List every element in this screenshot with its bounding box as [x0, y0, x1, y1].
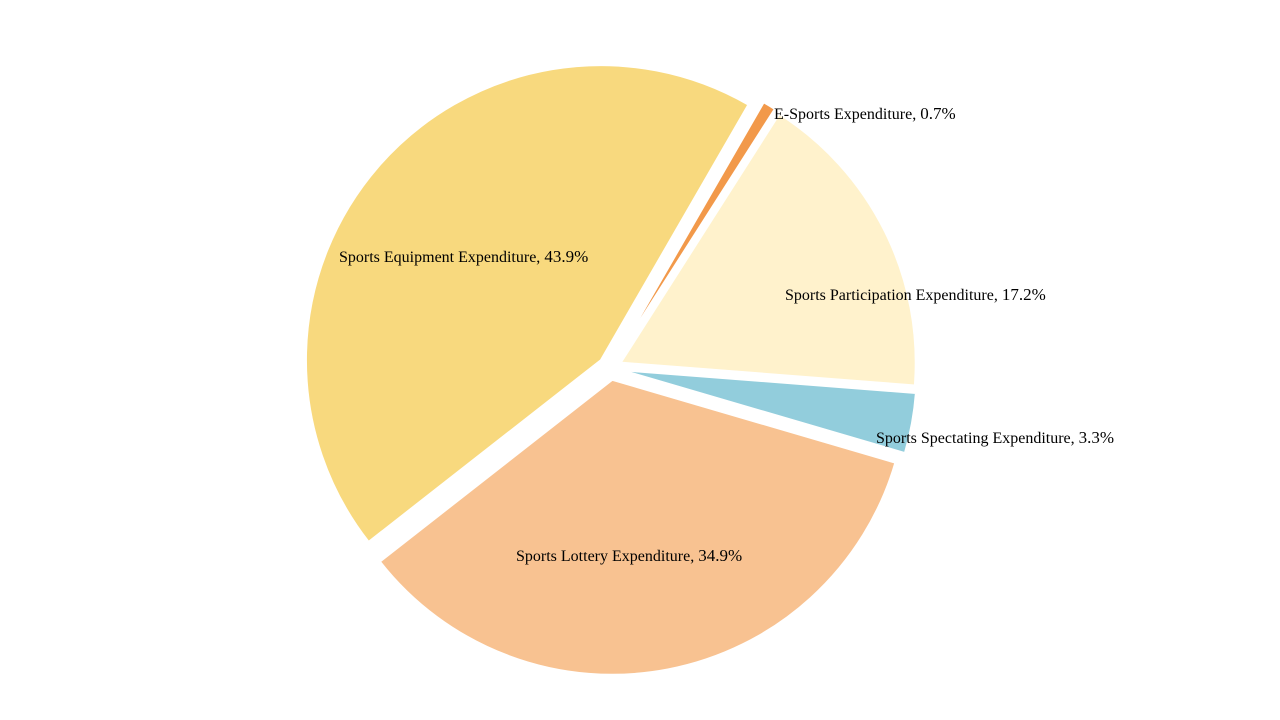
data-label-name: Sports Lottery Expenditure,: [516, 548, 698, 565]
pie-slice-sports-spectating-expenditure: [621, 369, 917, 455]
data-label-value: 3.3%: [1079, 428, 1114, 447]
data-label-sports-spectating-expenditure: Sports Spectating Expenditure, 3.3%: [876, 428, 1114, 447]
pie-slices: [304, 64, 917, 676]
data-label-name: Sports Equipment Expenditure,: [339, 249, 544, 266]
data-label-sports-equipment-expenditure: Sports Equipment Expenditure, 43.9%: [339, 247, 588, 266]
pie-labels: E-Sports Expenditure, 0.7% Sports Partici…: [339, 104, 1114, 565]
data-label-value: 0.7%: [920, 104, 955, 123]
pie-slice-sports-equipment-expenditure: [304, 64, 750, 544]
pie-slice-sports-participation-expenditure: [618, 112, 917, 387]
data-label-name: Sports Participation Expenditure,: [785, 287, 1002, 304]
data-label-sports-lottery-expenditure: Sports Lottery Expenditure, 34.9%: [516, 546, 742, 565]
pie-slice-e-sports-expenditure: [615, 100, 777, 359]
data-label-sports-participation-expenditure: Sports Participation Expenditure, 17.2%: [785, 285, 1046, 304]
data-label-e-sports-expenditure: E-Sports Expenditure, 0.7%: [774, 104, 956, 123]
data-label-value: 17.2%: [1002, 285, 1046, 304]
data-label-value: 43.9%: [544, 247, 588, 266]
data-label-name: Sports Spectating Expenditure,: [876, 430, 1079, 447]
data-label-value: 34.9%: [698, 546, 742, 565]
pie-slice-sports-lottery-expenditure: [378, 378, 897, 676]
data-label-name: E-Sports Expenditure,: [774, 106, 920, 123]
